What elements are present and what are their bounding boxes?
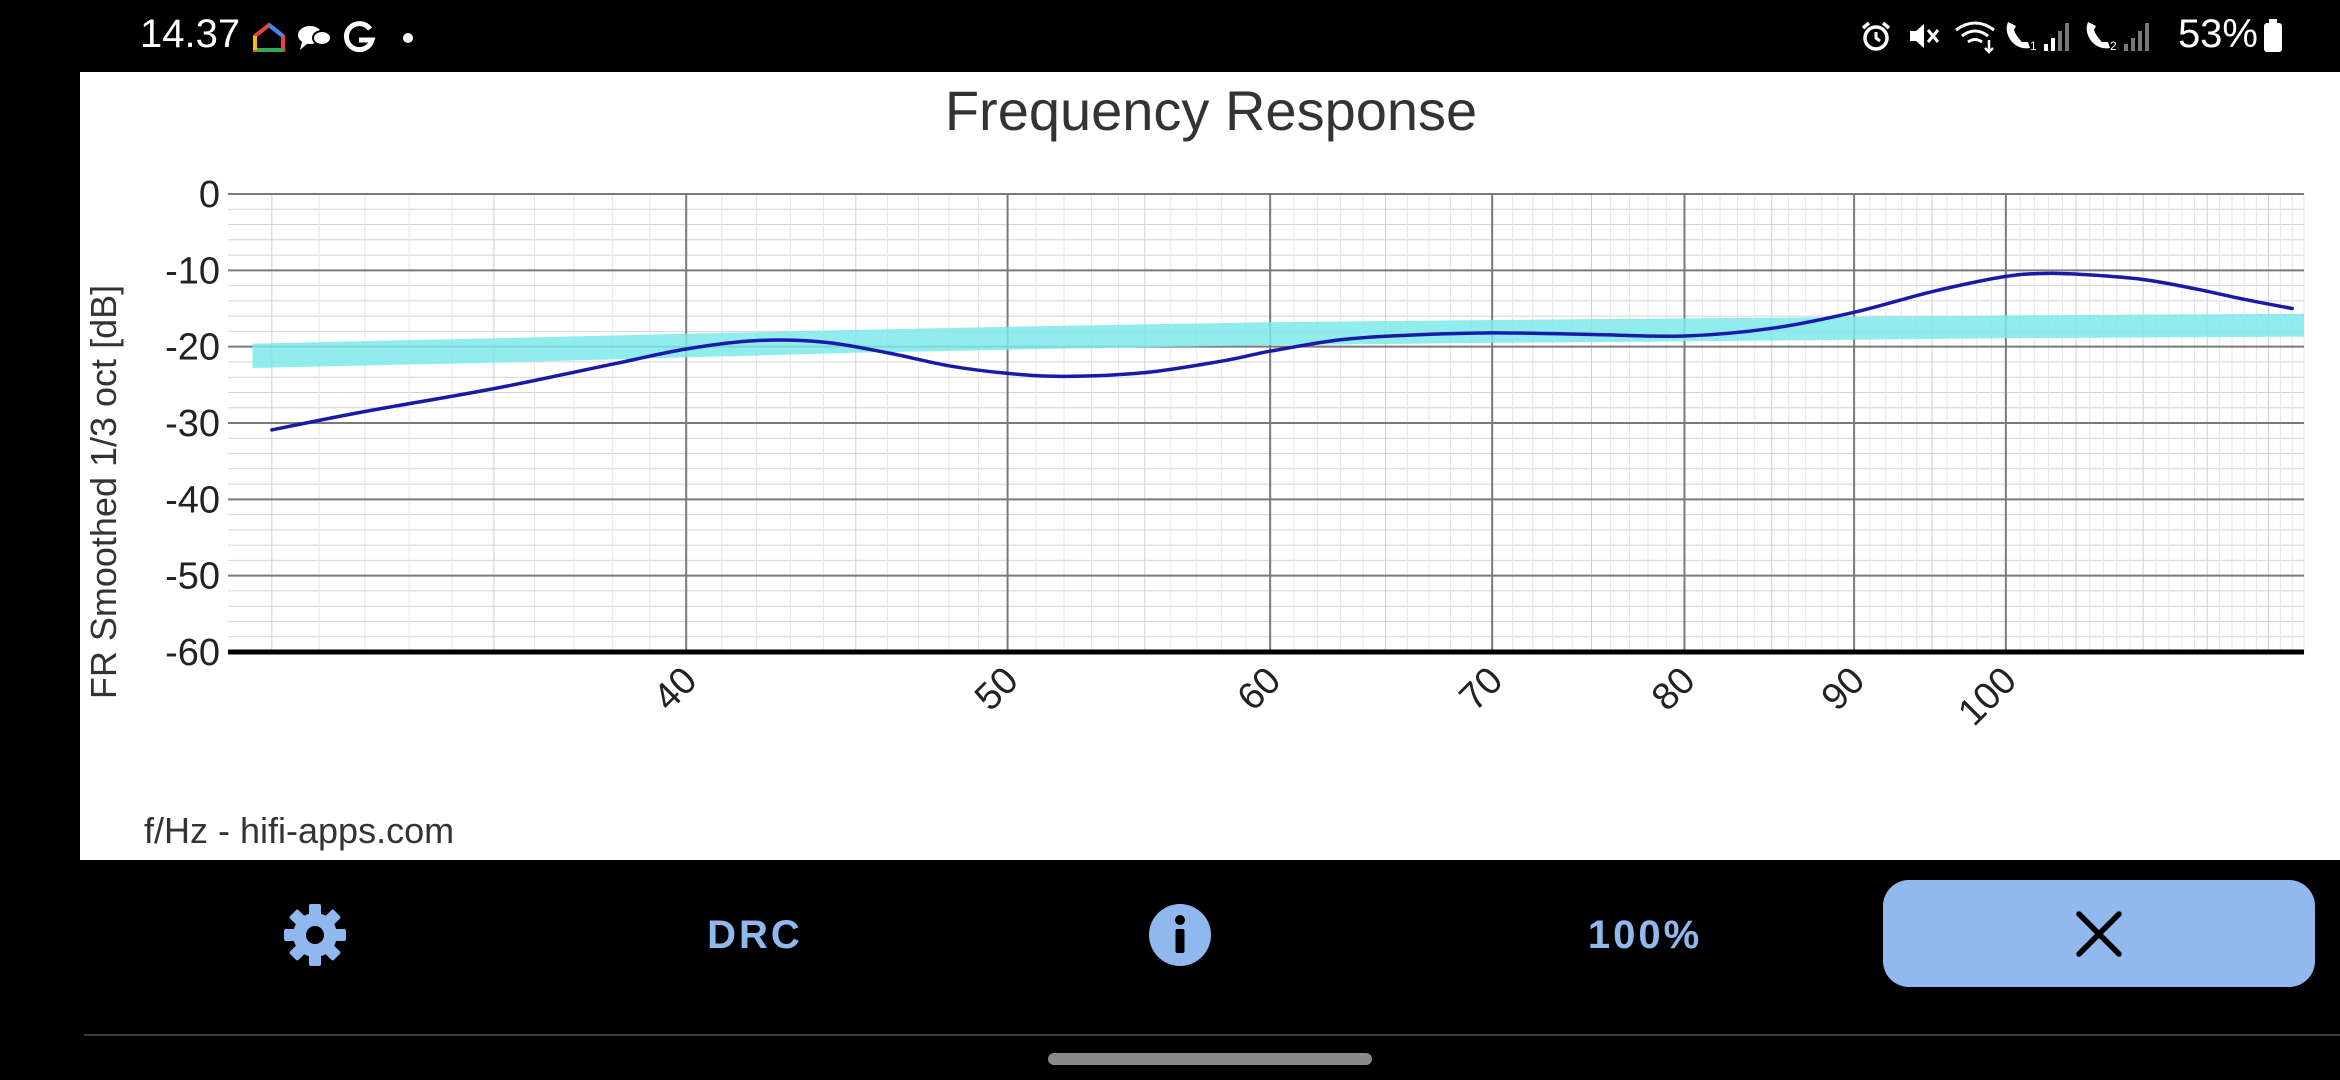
y-tick-label: -10 xyxy=(165,250,220,292)
mute-icon xyxy=(1910,24,1940,48)
info-button[interactable] xyxy=(1130,890,1230,980)
y-tick-label: -40 xyxy=(165,479,220,521)
chart-canvas: 0 -10 -20 -30 -40 -50 -60 40 50 60 70 80 90 100 Freq… xyxy=(83,79,2305,851)
svg-text:2: 2 xyxy=(2110,39,2117,53)
measured-response-line xyxy=(270,271,2294,432)
wifi-calling-icon xyxy=(1955,21,1995,54)
volte-2-icon: 2 xyxy=(2086,22,2117,53)
x-tick-label: 80 xyxy=(1644,659,1704,719)
close-button[interactable] xyxy=(1883,880,2315,987)
y-tick-label: -30 xyxy=(165,403,220,445)
y-axis-label: FR Smoothed 1/3 oct [dB] xyxy=(83,285,124,699)
x-tick-label: 40 xyxy=(646,659,706,719)
target-band-area xyxy=(252,313,2304,368)
x-tick-label: 70 xyxy=(1452,659,1512,719)
x-tick-label: 100 xyxy=(1950,659,2025,734)
info-icon xyxy=(1149,904,1211,966)
volte-1-icon: 1 xyxy=(2006,22,2037,53)
toolbar-divider xyxy=(84,1034,2340,1036)
series-layer xyxy=(252,271,2304,432)
frequency-response-chart: 0 -10 -20 -30 -40 -50 -60 40 50 60 70 80 90 100 Freq… xyxy=(80,72,2340,860)
y-tick-label: -20 xyxy=(165,327,220,369)
settings-button[interactable] xyxy=(265,890,365,980)
signal-2-icon xyxy=(2124,23,2149,51)
alarm-icon xyxy=(1861,21,1891,51)
x-tick-label: 60 xyxy=(1230,659,1290,719)
gear-icon xyxy=(284,904,346,966)
drc-button[interactable]: DRC xyxy=(660,890,850,980)
y-tick-label: -60 xyxy=(165,632,220,674)
status-bar: 14.37 1 2 xyxy=(80,0,2340,72)
zoom-button[interactable]: 100% xyxy=(1535,890,1755,980)
clock: 14.37 xyxy=(140,12,241,56)
home-gesture-handle[interactable] xyxy=(1048,1053,1372,1065)
x-axis-ticks: 40 50 60 70 80 90 100 xyxy=(646,659,2025,734)
chart-title: Frequency Response xyxy=(945,79,1477,142)
x-tick-label: 90 xyxy=(1814,659,1874,719)
dot-icon xyxy=(403,33,413,43)
svg-text:1: 1 xyxy=(2030,39,2037,53)
x-axis-label: f/Hz - hifi-apps.com xyxy=(144,810,454,851)
messages-icon xyxy=(298,26,332,50)
bottom-toolbar: DRC 100% xyxy=(0,860,2340,1080)
x-tick-label: 50 xyxy=(967,659,1027,719)
y-tick-label: 0 xyxy=(199,174,220,216)
drc-label: DRC xyxy=(707,912,803,957)
close-icon xyxy=(2076,910,2122,957)
major-grid xyxy=(228,193,2304,655)
y-tick-label: -50 xyxy=(165,556,220,598)
y-axis-ticks: 0 -10 -20 -30 -40 -50 -60 xyxy=(165,174,220,674)
signal-1-icon xyxy=(2044,23,2069,51)
zoom-label: 100% xyxy=(1587,912,1703,957)
google-icon xyxy=(343,21,376,53)
battery-percentage: 53% xyxy=(2177,12,2258,56)
battery-icon xyxy=(2264,19,2282,52)
google-home-icon xyxy=(253,22,285,52)
